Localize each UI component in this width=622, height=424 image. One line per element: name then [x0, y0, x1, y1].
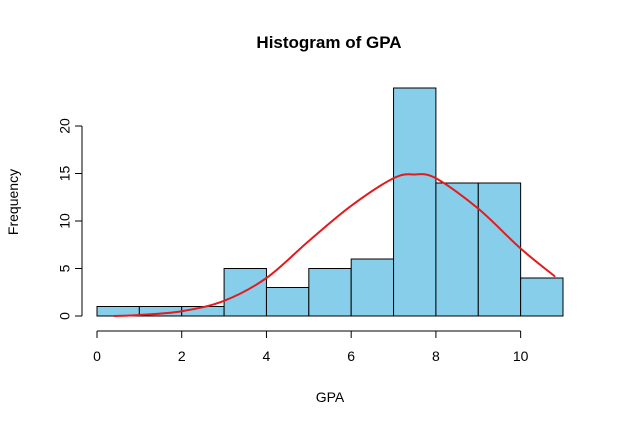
histogram-bar-7: [393, 87, 437, 317]
histogram-bar-5: [308, 268, 352, 317]
x-axis-label: GPA: [316, 389, 345, 405]
x-axis-tick-label-3: 6: [347, 348, 355, 364]
chart-title: Histogram of GPA: [256, 33, 401, 52]
histogram-bar-4: [265, 287, 310, 317]
y-axis-tick-label-4: 20: [57, 118, 73, 134]
y-axis-tick-label-3: 15: [57, 166, 73, 182]
x-axis-tick-label-4: 8: [432, 348, 440, 364]
y-axis-tick-label-0: 0: [57, 312, 73, 320]
histogram-bar-10: [520, 277, 564, 317]
x-axis-tick-label-0: 0: [93, 348, 101, 364]
x-axis-tick-label-1: 2: [178, 348, 186, 364]
histogram-bar-9: [477, 182, 522, 317]
bars-group: [96, 87, 564, 317]
histogram-bar-8: [435, 182, 479, 317]
y-axis: 0 5 10 15 20: [57, 118, 83, 320]
histogram-bar-3: [223, 268, 267, 317]
y-axis-label: Frequency: [5, 169, 21, 235]
density-curve: [112, 173, 556, 317]
x-axis: 0 2 4 6 8 10: [93, 330, 529, 364]
x-axis-tick-label-5: 10: [513, 348, 529, 364]
x-axis-tick-label-2: 4: [263, 348, 271, 364]
y-axis-tick-label-1: 5: [57, 264, 73, 272]
histogram-bar-6: [350, 258, 395, 317]
density-curve-group: [112, 173, 556, 317]
y-axis-tick-label-2: 10: [57, 213, 73, 229]
